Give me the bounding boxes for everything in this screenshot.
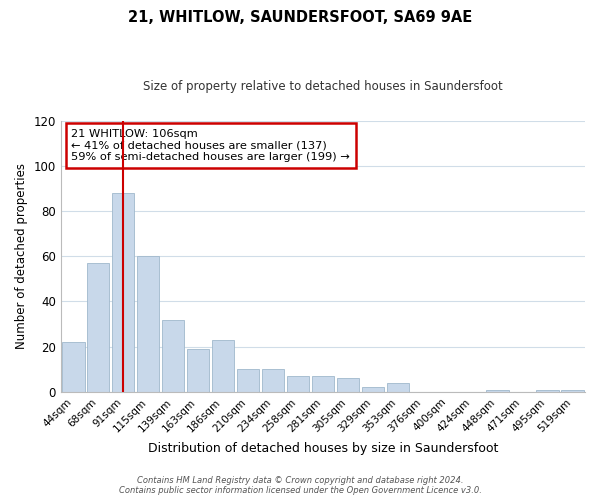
Bar (212, 340, 234, 392)
Bar (237, 370, 259, 392)
Bar (137, 256, 160, 392)
Bar (362, 388, 384, 392)
Text: 21, WHITLOW, SAUNDERSFOOT, SA69 9AE: 21, WHITLOW, SAUNDERSFOOT, SA69 9AE (128, 10, 472, 25)
Bar (262, 370, 284, 392)
Bar (87, 263, 109, 392)
Bar (536, 390, 559, 392)
Bar (62, 342, 85, 392)
Bar (487, 390, 509, 392)
X-axis label: Distribution of detached houses by size in Saundersfoot: Distribution of detached houses by size … (148, 442, 498, 455)
Bar (386, 383, 409, 392)
Text: Contains HM Land Registry data © Crown copyright and database right 2024.
Contai: Contains HM Land Registry data © Crown c… (119, 476, 481, 495)
Bar (337, 378, 359, 392)
Y-axis label: Number of detached properties: Number of detached properties (15, 164, 28, 350)
Text: 21 WHITLOW: 106sqm
← 41% of detached houses are smaller (137)
59% of semi-detach: 21 WHITLOW: 106sqm ← 41% of detached hou… (71, 128, 350, 162)
Bar (187, 349, 209, 392)
Bar (162, 320, 184, 392)
Bar (561, 390, 584, 392)
Bar (311, 376, 334, 392)
Bar (287, 376, 309, 392)
Bar (112, 193, 134, 392)
Title: Size of property relative to detached houses in Saundersfoot: Size of property relative to detached ho… (143, 80, 503, 93)
